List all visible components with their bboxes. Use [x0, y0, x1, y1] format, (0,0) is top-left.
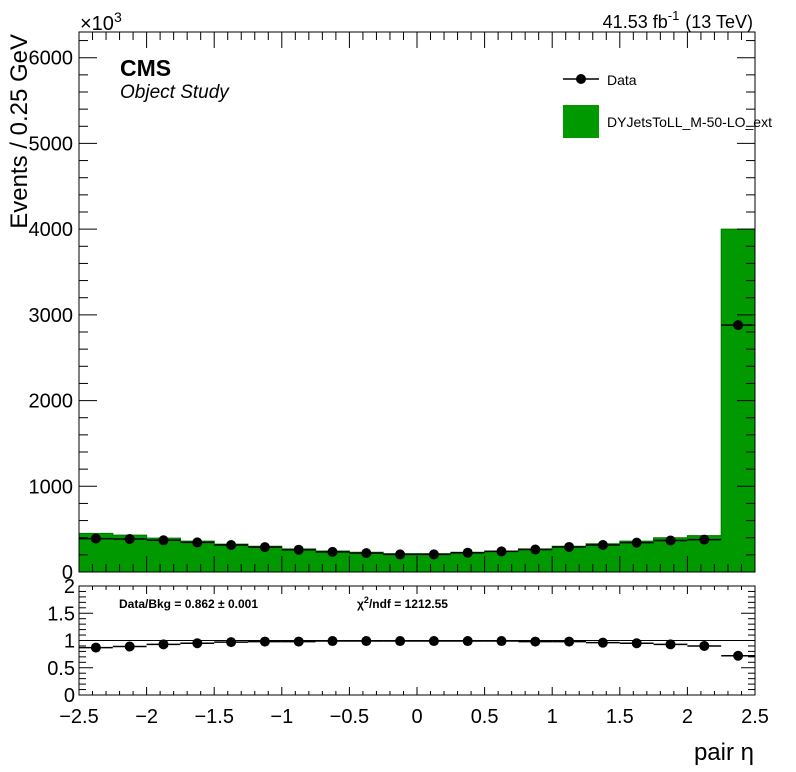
- ratio-point: [226, 637, 237, 648]
- x-tick-label: −1: [270, 706, 293, 728]
- data-point: [124, 534, 135, 544]
- ratio-point: [496, 636, 507, 647]
- mc-histogram: [78, 228, 756, 572]
- x-tick-label: 1: [547, 706, 558, 728]
- ratio-point: [699, 640, 710, 651]
- data-point: [90, 533, 101, 544]
- data-point: [530, 544, 541, 555]
- data-point: [496, 546, 507, 557]
- data-point: [699, 534, 710, 545]
- ratio-point: [462, 636, 473, 647]
- x-tick-label: 2: [682, 706, 693, 728]
- mc-bin: [383, 553, 418, 572]
- x-tick-label: −1.5: [194, 706, 233, 728]
- mc-bin: [484, 551, 519, 572]
- data-points: [79, 320, 755, 560]
- legend-mc-swatch: [563, 105, 599, 138]
- y-tick-label: 1000: [29, 476, 74, 498]
- ratio-panel: 0 0.5 1 1.5 2 −2.5 −2 −1.5 −1 −0.5 0 0.5 1 1.5 2 2.5 D…: [47, 576, 769, 766]
- mc-outline: [78, 228, 756, 572]
- ratio-points: [79, 636, 755, 661]
- data-point: [597, 540, 608, 550]
- chi2-annotation: χ2/ndf = 1212.55: [357, 595, 448, 611]
- ratio-point: [597, 637, 608, 648]
- ratio-annotation: Data/Bkg = 0.862 ± 0.001: [119, 597, 258, 611]
- ratio-point: [293, 636, 304, 647]
- mc-bin: [518, 548, 553, 572]
- ratio-point: [124, 641, 135, 652]
- ratio-point: [564, 636, 575, 647]
- x-tick-label: −0.5: [330, 706, 369, 728]
- data-point: [259, 542, 270, 553]
- luminosity-label: 41.53 fb-1 (13 TeV): [603, 8, 753, 32]
- x-tick-label: 1.5: [606, 706, 634, 728]
- legend-data-marker: [576, 74, 586, 84]
- mc-bin: [417, 553, 452, 572]
- data-point: [733, 320, 744, 331]
- ratio-point: [428, 636, 439, 647]
- ratio-frame: [78, 585, 756, 696]
- y-exponent-label: ×103: [80, 9, 122, 35]
- data-point: [428, 549, 439, 560]
- ratio-point: [192, 638, 203, 649]
- ratio-point: [259, 636, 270, 647]
- mc-bin: [281, 548, 317, 572]
- data-point: [226, 540, 237, 550]
- ratio-point: [631, 638, 642, 649]
- x-axis-label: pair η: [694, 739, 754, 766]
- ratio-point: [361, 636, 372, 647]
- legend-data-label: Data: [607, 72, 637, 88]
- data-point: [631, 537, 642, 548]
- main-panel: 0 1000 2000 3000 4000 5000 6000 Events / 0.25 …: [6, 8, 772, 584]
- data-point: [395, 549, 406, 560]
- data-point: [158, 535, 169, 546]
- data-point: [327, 546, 338, 557]
- data-point: [564, 541, 575, 552]
- data-point: [665, 535, 676, 546]
- ratio-y-tick-label: 0: [64, 685, 75, 707]
- cms-label: CMS: [120, 55, 171, 81]
- y-tick-label: 2000: [29, 391, 74, 413]
- y-tick-label: 4000: [29, 219, 74, 241]
- data-point: [293, 544, 304, 555]
- mc-bin: [349, 552, 384, 572]
- y-axis-label: Events / 0.25 GeV: [6, 34, 33, 229]
- mc-bin: [315, 551, 350, 572]
- y-tick-label: 0: [62, 562, 73, 584]
- x-tick-label: 0: [411, 706, 422, 728]
- ratio-point: [158, 639, 169, 650]
- ratio-y-tick-label: 2: [64, 576, 75, 598]
- main-frame: [78, 31, 756, 573]
- data-point: [192, 537, 203, 548]
- ratio-y-tick-labels: 0 0.5 1 1.5 2: [47, 576, 75, 707]
- legend: Data DYJetsToLL_M-50-LO_ext: [563, 72, 772, 138]
- x-tick-label: −2.5: [59, 706, 98, 728]
- ratio-point: [530, 636, 541, 647]
- ratio-point: [665, 639, 676, 650]
- x-tick-label: −2: [135, 706, 158, 728]
- y-tick-label: 3000: [29, 305, 74, 327]
- data-point: [361, 548, 372, 559]
- data-point: [462, 547, 473, 558]
- main-axis-ticks: [78, 32, 756, 573]
- x-tick-labels: −2.5 −2 −1.5 −1 −0.5 0 0.5 1 1.5 2 2.5: [59, 706, 769, 728]
- ratio-point: [733, 650, 744, 661]
- subtitle-label: Object Study: [120, 82, 230, 103]
- ratio-point: [395, 636, 406, 647]
- ratio-point: [90, 642, 101, 653]
- mc-bin: [450, 552, 486, 572]
- x-tick-label: 2.5: [741, 706, 769, 728]
- x-tick-label: 0.5: [471, 706, 499, 728]
- ratio-y-tick-label: 1: [64, 631, 75, 653]
- main-y-tick-labels: 0 1000 2000 3000 4000 5000 6000: [29, 48, 74, 584]
- y-tick-label: 6000: [29, 48, 74, 70]
- ratio-y-tick-label: 0.5: [47, 658, 75, 680]
- ratio-point: [327, 636, 338, 647]
- ratio-y-tick-label: 1.5: [47, 603, 75, 625]
- y-tick-label: 5000: [29, 133, 74, 155]
- legend-mc-label: DYJetsToLL_M-50-LO_ext: [607, 114, 772, 130]
